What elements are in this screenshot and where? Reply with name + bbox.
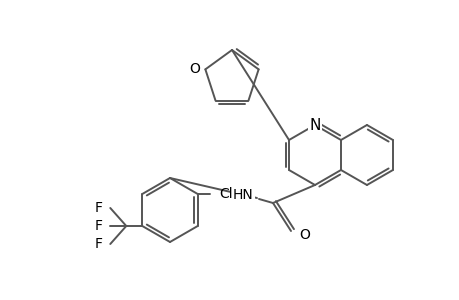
Text: F: F xyxy=(94,201,102,215)
Text: F: F xyxy=(94,237,102,251)
Text: O: O xyxy=(189,62,200,76)
Text: N: N xyxy=(308,118,320,133)
Text: Cl: Cl xyxy=(219,187,233,201)
Text: F: F xyxy=(94,219,102,233)
Text: HN: HN xyxy=(232,188,253,202)
Text: O: O xyxy=(298,228,309,242)
